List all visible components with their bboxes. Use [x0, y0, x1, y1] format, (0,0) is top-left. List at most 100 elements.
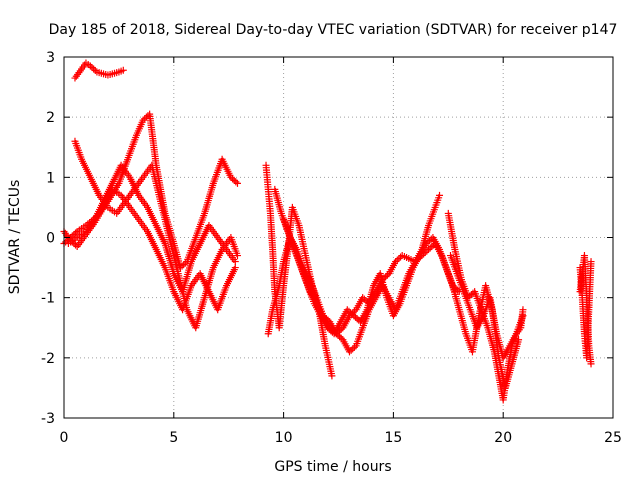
data-point [227, 173, 235, 181]
x-axis-label: GPS time / hours [274, 459, 391, 475]
data-points [60, 59, 595, 404]
x-tick-label: 15 [384, 430, 402, 446]
data-point-interp [383, 271, 391, 279]
data-point [119, 66, 127, 74]
data-point [345, 348, 353, 356]
data-point [328, 372, 336, 380]
data-point-interp [362, 297, 370, 305]
x-tick-label: 10 [275, 430, 293, 446]
data-point [231, 264, 239, 272]
data-point-interp [426, 244, 434, 252]
data-point [359, 294, 367, 302]
data-point [418, 252, 426, 260]
data-point [519, 312, 527, 320]
data-point-interp [421, 249, 429, 257]
data-point-interp [380, 274, 388, 282]
data-point-interp [329, 327, 337, 335]
data-point-interp [349, 309, 357, 317]
data-point-interp [337, 334, 345, 342]
y-tick-label: 0 [46, 231, 55, 247]
y-tick-label: 1 [46, 170, 55, 186]
data-point-interp [181, 259, 189, 267]
y-tick-label: 2 [46, 110, 55, 126]
series-track-a [71, 59, 127, 82]
data-point-interp [423, 247, 431, 255]
data-point-interp [349, 345, 357, 353]
data-point-interp [180, 261, 188, 269]
data-point-interp [178, 262, 186, 270]
data-point-interp [350, 343, 358, 351]
data-point-interp [352, 313, 360, 321]
data-point [233, 179, 241, 187]
series-track-l [449, 282, 523, 392]
series-track-i [280, 215, 459, 338]
series-track-f [262, 161, 336, 380]
series-track-e [64, 161, 239, 296]
x-tick-labels: 0 5 10 15 20 25 [60, 430, 622, 446]
data-point [86, 62, 94, 70]
data-point-interp [353, 315, 361, 323]
y-tick-label: -2 [41, 351, 55, 367]
y-tick-label: -1 [41, 291, 55, 307]
data-point [587, 360, 595, 368]
data-point [326, 324, 334, 332]
data-point-interp [426, 237, 434, 245]
data-point-interp [70, 230, 78, 238]
data-point [519, 306, 527, 314]
data-point [587, 258, 595, 266]
data-point [345, 312, 353, 320]
x-tick-label: 25 [604, 430, 622, 446]
axis-ticks [63, 56, 614, 419]
plot-frame [63, 56, 614, 419]
y-tick-label: 3 [46, 50, 55, 66]
data-point-interp [88, 64, 96, 72]
data-point-interp [416, 253, 424, 261]
data-point-interp [393, 256, 401, 264]
data-point-interp [327, 325, 335, 333]
data-point-interp [424, 238, 432, 246]
data-point-interp [360, 295, 368, 303]
series-track-b [60, 110, 241, 272]
data-point [233, 252, 241, 260]
data-point-interp [395, 255, 403, 263]
y-tick-labels: -3 -2 -1 0 1 2 3 [41, 50, 55, 427]
data-point [231, 258, 239, 266]
data-point-interp [334, 328, 342, 336]
data-point-interp [347, 310, 355, 318]
chart-title: Day 185 of 2018, Sidereal Day-to-day VTE… [49, 22, 618, 38]
data-point [436, 191, 444, 199]
data-point [411, 258, 419, 266]
series-track-d [60, 185, 239, 314]
x-tick-label: 0 [60, 430, 69, 446]
data-point-interp [232, 178, 240, 186]
data-point [332, 330, 340, 338]
data-point-interp [420, 250, 428, 258]
data-point-interp [415, 255, 423, 263]
data-point [176, 264, 184, 272]
data-point-interp [72, 229, 80, 237]
data-point [392, 258, 400, 266]
data-point-interp [467, 291, 475, 299]
data-point-interp [336, 327, 344, 335]
x-tick-label: 20 [494, 430, 512, 446]
data-point [343, 306, 351, 314]
data-point-interp [428, 243, 436, 251]
x-tick-label: 5 [169, 430, 178, 446]
data-point [422, 240, 430, 248]
data-point-interp [337, 325, 345, 333]
series-track-n [576, 252, 595, 368]
data-point-interp [229, 175, 237, 183]
data-point-interp [413, 256, 421, 264]
y-tick-label: -3 [41, 411, 55, 427]
data-point-interp [347, 346, 355, 354]
data-point [425, 246, 433, 254]
data-point-interp [90, 65, 98, 73]
data-point-interp [230, 176, 238, 184]
data-point-interp [350, 307, 358, 315]
grid-lines [64, 57, 613, 418]
data-point [378, 276, 386, 284]
y-axis-label: SDTVAR / TECUs [7, 180, 23, 295]
data-point-interp [382, 273, 390, 281]
data-point-interp [91, 67, 99, 75]
